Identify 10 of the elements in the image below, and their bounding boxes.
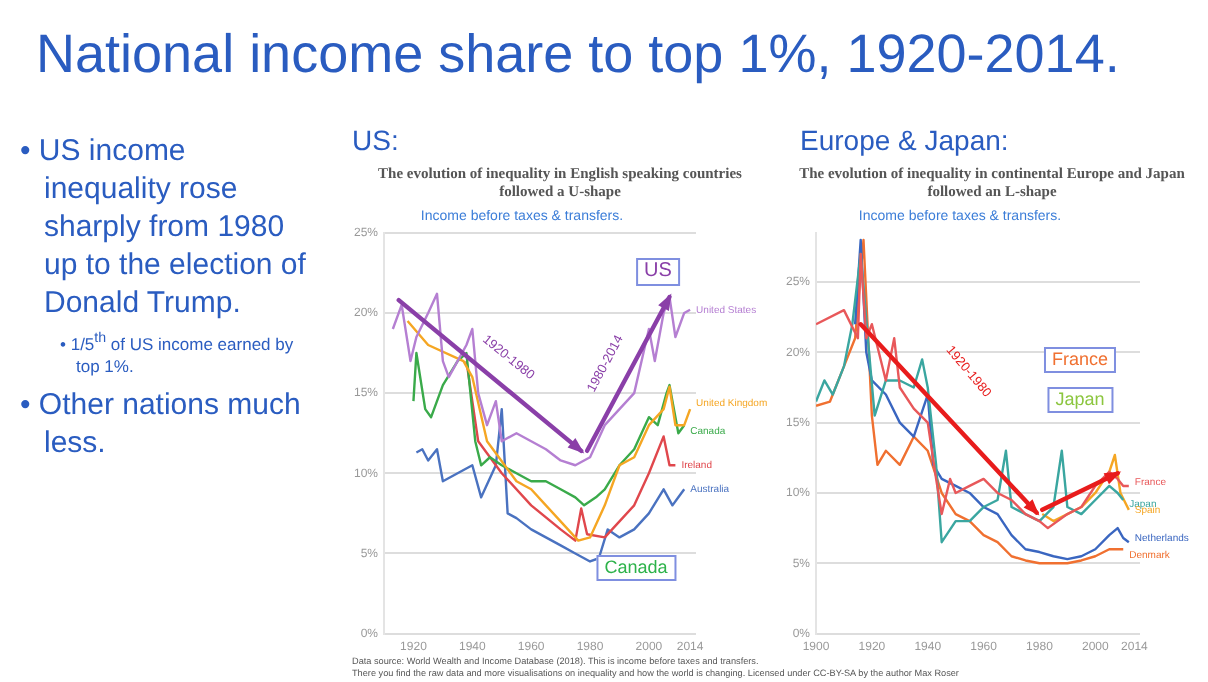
text: Europe & Japan: bbox=[800, 124, 1009, 156]
text: • 1/5$^{th}$ of US income earned by top 1%. bbox=[58, 328, 296, 378]
text: • US income inequality rose sharply from 1980 up to the election of Donald Trump. bbox=[20, 132, 308, 322]
text: • Other nations much less. bbox=[20, 385, 303, 462]
annotation: Japan bbox=[1047, 387, 1113, 413]
annotation: France bbox=[1043, 347, 1117, 373]
annotation: US bbox=[636, 258, 680, 286]
text: National income share to top 1%, 1920-2014. bbox=[36, 24, 1120, 86]
annotation: Canada bbox=[596, 555, 676, 581]
text: US: bbox=[352, 124, 399, 156]
